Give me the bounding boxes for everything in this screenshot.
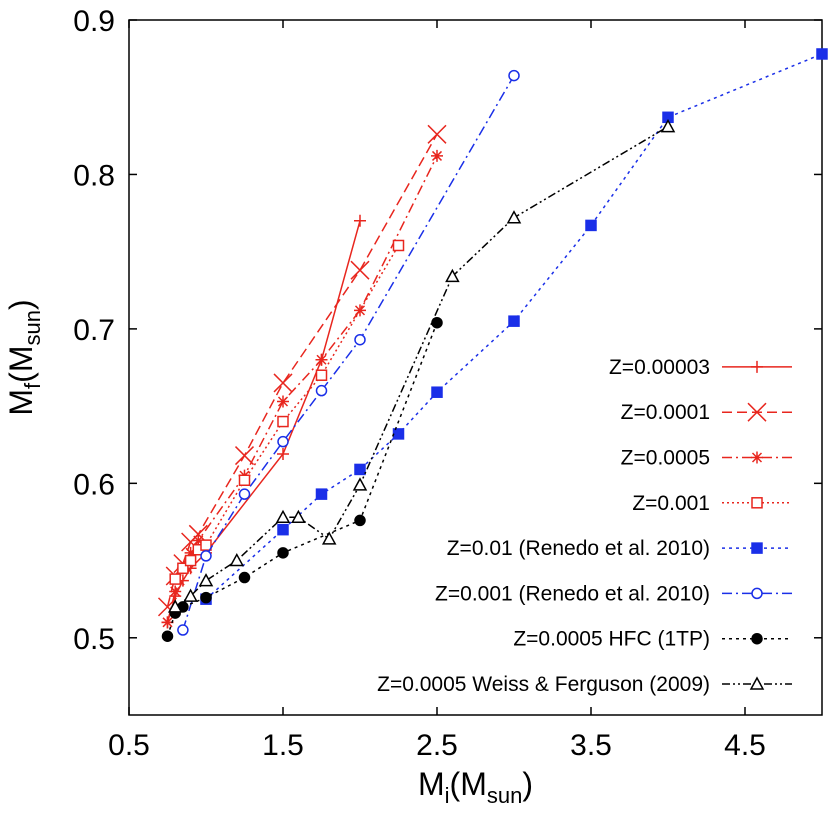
legend-label: Z=0.00003 xyxy=(609,356,710,379)
y-axis-label-part: ) xyxy=(3,299,39,310)
data-point xyxy=(277,523,289,536)
x-axis-label-part: sun xyxy=(487,783,522,808)
data-point xyxy=(238,488,251,500)
data-point xyxy=(238,571,251,584)
x-tick-label: 2.5 xyxy=(416,729,458,762)
plot-frame xyxy=(128,19,823,716)
legend-label: Z=0.0005 HFC (1TP) xyxy=(513,628,710,651)
data-point xyxy=(431,386,443,398)
y-axis-label-part: M xyxy=(3,389,39,416)
series-line xyxy=(166,133,438,608)
y-tick-label: 0.6 xyxy=(73,468,115,501)
legend-label: Z=0.0005 Weiss & Ferguson (2009) xyxy=(377,673,710,696)
data-point xyxy=(184,554,197,567)
data-point xyxy=(392,428,405,440)
series-line xyxy=(174,125,669,608)
data-point xyxy=(354,514,366,527)
y-axis-label-part: (M xyxy=(3,346,39,383)
x-axis-label-part: i xyxy=(445,783,450,808)
data-point xyxy=(354,214,366,227)
x-tick-label: 0.5 xyxy=(108,729,150,762)
x-tick-label: 3.5 xyxy=(570,729,612,762)
data-point xyxy=(277,447,289,460)
data-point xyxy=(431,149,443,162)
data-point xyxy=(660,119,676,133)
legend-marker xyxy=(751,360,763,373)
legend-marker xyxy=(751,451,763,464)
data-point xyxy=(277,435,289,448)
data-point xyxy=(585,219,597,232)
data-point xyxy=(445,268,460,283)
legend-label: Z=0.01 (Renedo et al. 2010) xyxy=(447,537,710,560)
data-point xyxy=(277,547,289,559)
data-point xyxy=(315,384,328,397)
legend-marker xyxy=(751,542,763,554)
data-point xyxy=(234,446,255,466)
x-tick-label: 1.5 xyxy=(262,729,304,762)
data-point xyxy=(291,509,306,524)
data-point xyxy=(161,616,174,629)
data-point xyxy=(315,369,328,381)
data-point xyxy=(354,463,366,476)
data-point xyxy=(354,304,366,317)
data-point xyxy=(200,550,212,562)
data-point xyxy=(427,124,447,144)
data-point xyxy=(192,534,205,547)
data-point xyxy=(273,373,293,393)
data-point xyxy=(816,48,828,60)
data-point xyxy=(200,591,212,604)
data-point xyxy=(315,488,328,500)
data-point xyxy=(392,239,405,252)
series-line xyxy=(205,53,823,600)
legend-marker xyxy=(751,587,763,600)
y-tick-label: 0.9 xyxy=(73,5,115,38)
data-point xyxy=(277,395,289,408)
data-point xyxy=(169,585,182,598)
legend-label: Z=0.0001 xyxy=(621,401,710,424)
y-axis-label-part: f xyxy=(20,382,45,389)
x-tick-label: 4.5 xyxy=(724,729,766,762)
data-point xyxy=(183,588,198,602)
data-point xyxy=(277,415,289,428)
data-point xyxy=(315,353,328,366)
data-point xyxy=(177,624,189,636)
data-point xyxy=(238,474,251,486)
series-line xyxy=(166,220,361,623)
data-point xyxy=(352,477,368,491)
data-point xyxy=(321,531,337,545)
legend-label: Z=0.001 (Renedo et al. 2010) xyxy=(435,582,710,605)
data-point xyxy=(508,69,520,82)
data-point xyxy=(229,552,245,567)
data-point xyxy=(198,573,214,587)
legend-label: Z=0.0005 xyxy=(621,447,710,470)
data-point xyxy=(508,315,520,327)
legend-marker xyxy=(749,676,765,690)
y-axis-label: Mf(Msun) xyxy=(3,299,45,415)
legend-label: Z=0.001 xyxy=(632,492,710,515)
data-point xyxy=(177,562,189,575)
data-point xyxy=(184,546,197,559)
legend-marker xyxy=(751,632,763,645)
data-point xyxy=(431,316,443,329)
data-point xyxy=(354,333,366,346)
data-point xyxy=(350,260,370,280)
x-axis-label-part: M xyxy=(418,766,445,802)
y-tick-label: 0.7 xyxy=(73,314,115,347)
data-point xyxy=(167,599,183,613)
data-point xyxy=(200,539,212,551)
y-axis-label-part: sun xyxy=(20,310,45,345)
x-axis-label-part: (M xyxy=(450,766,487,802)
data-point xyxy=(506,210,522,224)
y-tick-label: 0.5 xyxy=(73,623,115,656)
x-axis-label: Mi(Msun) xyxy=(418,766,533,808)
x-axis-label-part: ) xyxy=(522,766,533,802)
y-tick-label: 0.8 xyxy=(73,159,115,192)
series-line xyxy=(166,322,438,637)
data-point xyxy=(275,509,291,524)
legend-marker xyxy=(751,497,763,509)
data-point xyxy=(169,573,181,585)
data-point xyxy=(161,630,174,642)
legend-marker xyxy=(747,402,767,422)
